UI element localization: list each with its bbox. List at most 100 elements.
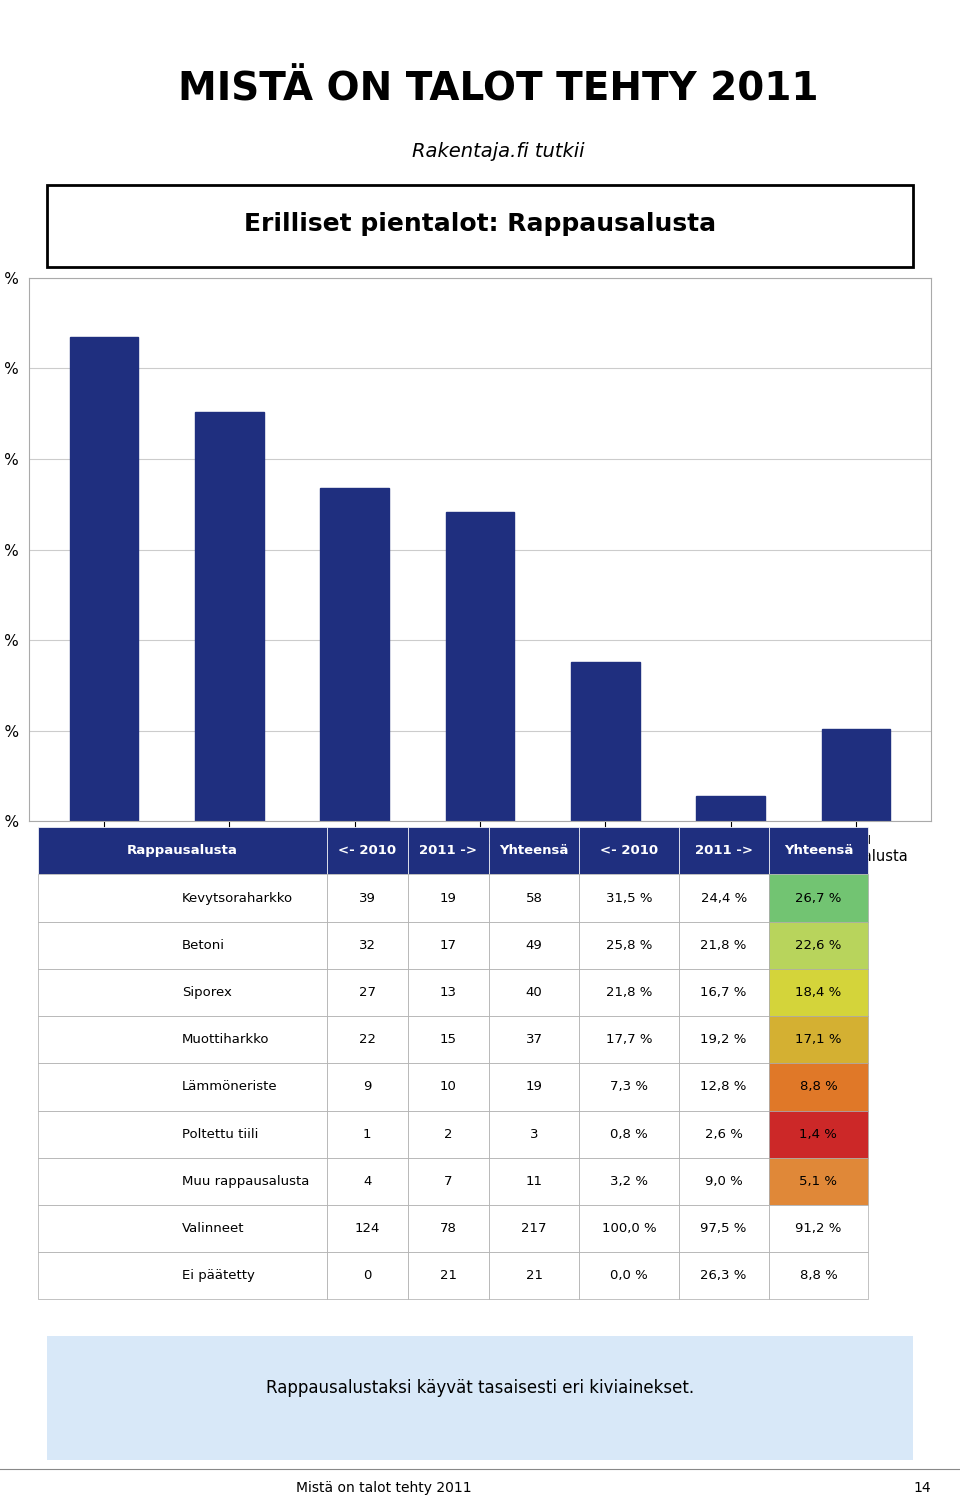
Text: 14: 14 — [914, 1481, 931, 1495]
FancyBboxPatch shape — [679, 1157, 769, 1206]
FancyBboxPatch shape — [679, 922, 769, 969]
Text: Lämmöneriste: Lämmöneriste — [182, 1081, 277, 1094]
FancyBboxPatch shape — [579, 1016, 679, 1064]
FancyBboxPatch shape — [47, 185, 913, 267]
Text: 2,6 %: 2,6 % — [705, 1127, 743, 1141]
Text: 40: 40 — [526, 986, 542, 999]
Text: 21: 21 — [440, 1269, 457, 1282]
Text: Betoni: Betoni — [182, 939, 226, 952]
Text: 26,7 %: 26,7 % — [795, 892, 842, 904]
FancyBboxPatch shape — [769, 1016, 868, 1064]
FancyBboxPatch shape — [579, 874, 679, 922]
Text: 22,6 %: 22,6 % — [795, 939, 842, 952]
FancyBboxPatch shape — [37, 1016, 326, 1064]
Text: Kevytsoraharkko: Kevytsoraharkko — [182, 892, 294, 904]
Text: Poltettu tiili: Poltettu tiili — [182, 1127, 258, 1141]
FancyBboxPatch shape — [679, 1111, 769, 1157]
Text: 9,0 %: 9,0 % — [705, 1175, 742, 1188]
FancyBboxPatch shape — [326, 969, 408, 1016]
Text: 27: 27 — [359, 986, 375, 999]
Text: 4: 4 — [363, 1175, 372, 1188]
FancyBboxPatch shape — [579, 1157, 679, 1206]
Text: 217: 217 — [521, 1222, 547, 1236]
FancyBboxPatch shape — [37, 922, 326, 969]
Text: 19: 19 — [526, 1081, 542, 1094]
FancyBboxPatch shape — [326, 1206, 408, 1252]
Text: Siporex: Siporex — [182, 986, 232, 999]
Text: 21,8 %: 21,8 % — [606, 986, 652, 999]
Text: Ei päätetty: Ei päätetty — [182, 1269, 255, 1282]
Text: 24,4 %: 24,4 % — [701, 892, 747, 904]
FancyBboxPatch shape — [37, 827, 326, 874]
FancyBboxPatch shape — [408, 1252, 489, 1299]
FancyBboxPatch shape — [408, 827, 489, 874]
FancyBboxPatch shape — [769, 1111, 868, 1157]
FancyBboxPatch shape — [408, 1016, 489, 1064]
Text: Yhteensä: Yhteensä — [783, 844, 853, 857]
Text: 97,5 %: 97,5 % — [701, 1222, 747, 1236]
Text: 19,2 %: 19,2 % — [701, 1034, 747, 1046]
FancyBboxPatch shape — [408, 1111, 489, 1157]
FancyBboxPatch shape — [679, 969, 769, 1016]
FancyBboxPatch shape — [326, 922, 408, 969]
Text: 0,8 %: 0,8 % — [610, 1127, 648, 1141]
Text: 17,7 %: 17,7 % — [606, 1034, 652, 1046]
Text: 13: 13 — [440, 986, 457, 999]
Text: 1: 1 — [363, 1127, 372, 1141]
FancyBboxPatch shape — [408, 1206, 489, 1252]
Text: 37: 37 — [526, 1034, 542, 1046]
Text: 17: 17 — [440, 939, 457, 952]
Bar — [571, 662, 639, 821]
FancyBboxPatch shape — [489, 922, 579, 969]
FancyBboxPatch shape — [489, 827, 579, 874]
Bar — [445, 511, 515, 821]
FancyBboxPatch shape — [579, 922, 679, 969]
FancyBboxPatch shape — [579, 1206, 679, 1252]
FancyBboxPatch shape — [326, 1252, 408, 1299]
Bar — [822, 729, 891, 821]
FancyBboxPatch shape — [408, 922, 489, 969]
FancyBboxPatch shape — [37, 1064, 326, 1111]
Text: 2011 ->: 2011 -> — [695, 844, 753, 857]
FancyBboxPatch shape — [326, 1157, 408, 1206]
Text: Valinneet: Valinneet — [182, 1222, 245, 1236]
FancyBboxPatch shape — [489, 874, 579, 922]
Text: <- 2010: <- 2010 — [338, 844, 396, 857]
FancyBboxPatch shape — [769, 874, 868, 922]
Text: 8,8 %: 8,8 % — [800, 1269, 837, 1282]
Text: 124: 124 — [354, 1222, 380, 1236]
FancyBboxPatch shape — [679, 1206, 769, 1252]
Text: 9: 9 — [363, 1081, 372, 1094]
FancyBboxPatch shape — [679, 1252, 769, 1299]
Text: 0,0 %: 0,0 % — [610, 1269, 648, 1282]
FancyBboxPatch shape — [37, 1252, 326, 1299]
Bar — [69, 338, 138, 821]
FancyBboxPatch shape — [489, 1157, 579, 1206]
Text: 49: 49 — [526, 939, 542, 952]
FancyBboxPatch shape — [408, 874, 489, 922]
FancyBboxPatch shape — [679, 1016, 769, 1064]
Text: 10: 10 — [440, 1081, 457, 1094]
Text: 7,3 %: 7,3 % — [610, 1081, 648, 1094]
Text: 19: 19 — [440, 892, 457, 904]
Text: 26,3 %: 26,3 % — [701, 1269, 747, 1282]
FancyBboxPatch shape — [579, 827, 679, 874]
Text: 2: 2 — [444, 1127, 453, 1141]
FancyBboxPatch shape — [579, 969, 679, 1016]
FancyBboxPatch shape — [408, 1064, 489, 1111]
FancyBboxPatch shape — [769, 1064, 868, 1111]
FancyBboxPatch shape — [769, 1157, 868, 1206]
Text: 32: 32 — [359, 939, 375, 952]
FancyBboxPatch shape — [769, 1252, 868, 1299]
Text: 0: 0 — [363, 1269, 372, 1282]
FancyBboxPatch shape — [579, 1064, 679, 1111]
FancyBboxPatch shape — [37, 1206, 326, 1252]
FancyBboxPatch shape — [489, 1016, 579, 1064]
FancyBboxPatch shape — [769, 1206, 868, 1252]
Bar — [321, 488, 389, 821]
Text: 2011 ->: 2011 -> — [420, 844, 477, 857]
Text: 78: 78 — [440, 1222, 457, 1236]
Text: 31,5 %: 31,5 % — [606, 892, 652, 904]
Text: 18,4 %: 18,4 % — [795, 986, 842, 999]
FancyBboxPatch shape — [37, 1157, 326, 1206]
